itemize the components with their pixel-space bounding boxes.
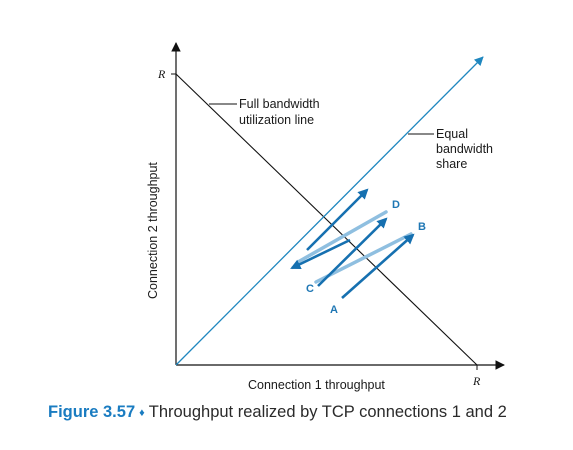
figure-number: Figure 3.57	[48, 403, 136, 421]
equal-bandwidth-share-line	[175, 56, 484, 366]
increase-arrow-a-to-b	[341, 233, 415, 299]
point-b-label: B	[418, 221, 426, 233]
caption-separator-icon: ♦	[139, 407, 145, 419]
equal-share-label-line3: share	[436, 157, 467, 171]
x-axis-r-label: R	[472, 374, 481, 388]
figure-caption: Figure 3.57 ♦ Throughput realized by TCP c…	[48, 403, 507, 422]
decrease-segment-d-to-e	[296, 210, 388, 264]
y-axis-r-label: R	[157, 67, 166, 81]
point-c-label: C	[306, 283, 314, 295]
throughput-diagram: R R Full bandwidth utilization line Equa…	[146, 42, 505, 392]
decrease-arrow-to-lower-left	[290, 238, 351, 270]
y-axis-label: Connection 2 throughput	[146, 162, 160, 299]
full-bandwidth-label-line1: Full bandwidth	[239, 97, 320, 111]
point-d-label: D	[392, 199, 400, 211]
caption-text: Throughput realized by TCP connections 1…	[148, 403, 507, 421]
full-bandwidth-utilization-line	[175, 73, 478, 366]
equal-share-label-line2: bandwidth	[436, 142, 493, 156]
x-axis-label: Connection 1 throughput	[248, 378, 385, 392]
full-bandwidth-label-line2: utilization line	[239, 113, 314, 127]
point-a-label: A	[330, 304, 338, 316]
increase-arrow-upper	[306, 188, 369, 251]
increase-arrow-c-to-d	[317, 217, 388, 287]
equal-share-label-line1: Equal	[436, 127, 468, 141]
